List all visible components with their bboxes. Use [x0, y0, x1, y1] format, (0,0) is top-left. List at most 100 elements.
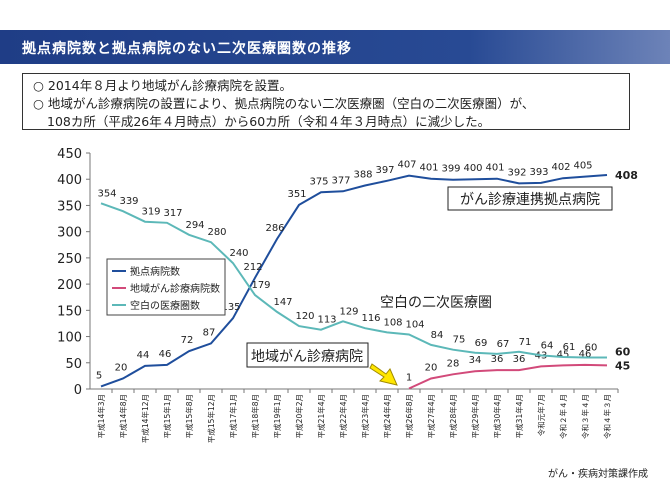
data-label-s3: 71: [519, 337, 532, 348]
data-label-s2: 36: [513, 354, 526, 365]
data-label-s2: 20: [425, 363, 438, 374]
data-label-s3: 280: [207, 227, 226, 238]
y-tick-label: 300: [57, 226, 82, 241]
x-tick-label: 平成26年8月: [404, 394, 414, 438]
data-label-s2: 45: [615, 359, 630, 372]
annotation-kyoten: がん診療連携拠点病院: [460, 191, 600, 208]
legend-label: 地域がん診療病院数: [130, 282, 220, 295]
x-tick-label: 平成28年4月: [448, 394, 458, 438]
x-tick-label: 令和３年４月: [580, 394, 590, 439]
summary-line-1: ○ 2014年８月より地域がん診療病院を設置。: [33, 78, 292, 93]
data-label-s3: 60: [615, 346, 631, 359]
data-label-s3: 354: [97, 188, 116, 199]
data-label-s2: 45: [557, 349, 570, 360]
x-tick-label: 令和２年４月: [558, 394, 568, 439]
data-label-s1: 351: [287, 189, 306, 200]
data-label-s1: 20: [115, 363, 128, 374]
x-tick-label: 平成18年8月: [250, 394, 260, 438]
legend-label: 空白の医療圏数: [130, 299, 200, 312]
x-tick-label: 平成29年4月: [470, 394, 480, 438]
legend-label: 拠点病院数: [130, 265, 180, 278]
x-tick-label: 平成15年12月: [206, 394, 216, 443]
data-label-s1: 388: [353, 170, 372, 181]
page-title: 拠点病院数と拠点病院のない二次医療圏数の推移: [22, 41, 352, 57]
data-label-s1: 286: [265, 223, 284, 234]
data-label-s1: 392: [507, 167, 526, 178]
data-label-s3: 60: [585, 343, 598, 354]
data-label-s3: 108: [383, 317, 402, 328]
data-label-s1: 212: [243, 262, 262, 273]
data-label-s1: 135: [221, 302, 240, 313]
data-label-s1: 407: [397, 160, 416, 171]
y-tick-label: 350: [57, 199, 82, 214]
series-line-1: [100, 174, 608, 388]
summary-line-2: ○ 地域がん診療病院の設置により、拠点病院のない二次医療圏（空白の二次医療圏）が…: [33, 96, 535, 111]
data-label-s1: 400: [463, 163, 482, 174]
y-tick-label: 100: [57, 331, 82, 346]
data-label-s1: 375: [309, 176, 328, 187]
x-tick-label: 平成14年8月: [118, 394, 128, 438]
data-label-s3: 147: [273, 297, 292, 308]
y-tick-label: 0: [74, 383, 82, 398]
annotation-box-kyoten: [447, 186, 613, 211]
data-label-s1: 399: [441, 164, 460, 175]
data-label-s2: 1: [406, 372, 412, 383]
summary-line-3: 108カ所（平成26年４月時点）から60カ所（令和４年３月時点）に減少した。: [47, 114, 491, 129]
data-label-s2: 36: [491, 354, 504, 365]
data-label-s1: 87: [203, 327, 216, 338]
data-label-s3: 179: [251, 280, 270, 291]
x-tick-label: 平成17年1月: [228, 394, 238, 438]
data-label-s3: 84: [431, 330, 444, 341]
data-label-s1: 72: [181, 335, 194, 346]
x-tick-label: 平成23年4月: [360, 394, 370, 438]
series-line-3: [100, 202, 607, 359]
data-label-s3: 67: [497, 339, 510, 350]
data-label-s3: 339: [119, 196, 138, 207]
data-label-s3: 64: [541, 340, 554, 351]
x-tick-label: 平成19年1月: [272, 394, 282, 438]
data-label-s1: 397: [375, 165, 394, 176]
annotation-chiiki: 地域がん診療病院: [251, 348, 363, 365]
data-label-s2: 28: [447, 358, 460, 369]
x-tick-label: 平成31年4月: [514, 394, 524, 438]
y-tick-label: 450: [57, 147, 82, 162]
x-tick-label: 平成21年4月: [316, 394, 326, 438]
data-label-s3: 129: [339, 306, 358, 317]
data-label-s1: 401: [419, 163, 438, 174]
y-tick-label: 150: [57, 304, 82, 319]
x-tick-label: 平成30年4月: [492, 394, 502, 438]
data-label-s3: 104: [405, 319, 424, 330]
annotation-kuhaku: 空白の二次医療圏: [380, 294, 492, 311]
data-label-s3: 69: [475, 338, 488, 349]
data-label-s1: 393: [529, 167, 548, 178]
title-bar: 拠点病院数と拠点病院のない二次医療圏数の推移: [0, 30, 670, 64]
legend-box: [106, 258, 226, 316]
x-tick-label: 令和元年7月: [536, 394, 546, 436]
data-label-s1: 405: [573, 161, 592, 172]
data-label-s3: 120: [295, 311, 314, 322]
series-line-2: [408, 363, 608, 390]
data-label-s3: 240: [229, 248, 248, 259]
data-label-s1: 401: [485, 163, 504, 174]
data-label-s1: 5: [96, 370, 102, 381]
y-tick-label: 250: [57, 252, 82, 267]
x-tick-label: 平成15年8月: [184, 394, 194, 438]
data-label-s1: 408: [615, 169, 638, 182]
data-label-s3: 319: [141, 207, 160, 218]
data-label-s1: 44: [137, 350, 150, 361]
data-label-s1: 402: [551, 162, 570, 173]
x-tick-label: 令和４年３月: [602, 394, 612, 439]
data-label-s3: 75: [453, 335, 466, 346]
x-tick-label: 平成20年2月: [294, 394, 304, 438]
x-tick-label: 平成15年1月: [162, 394, 172, 438]
x-tick-label: 平成24年4月: [382, 394, 392, 438]
data-label-s2: 46: [579, 349, 592, 360]
arrow-icon: [369, 363, 398, 386]
x-tick-label: 平成14年3月: [96, 394, 106, 438]
data-label-s2: 34: [469, 355, 482, 366]
x-tick-label: 平成22年4月: [338, 394, 348, 438]
data-label-s3: 116: [361, 313, 380, 324]
data-label-s1: 46: [159, 349, 172, 360]
data-label-s3: 113: [317, 315, 336, 326]
